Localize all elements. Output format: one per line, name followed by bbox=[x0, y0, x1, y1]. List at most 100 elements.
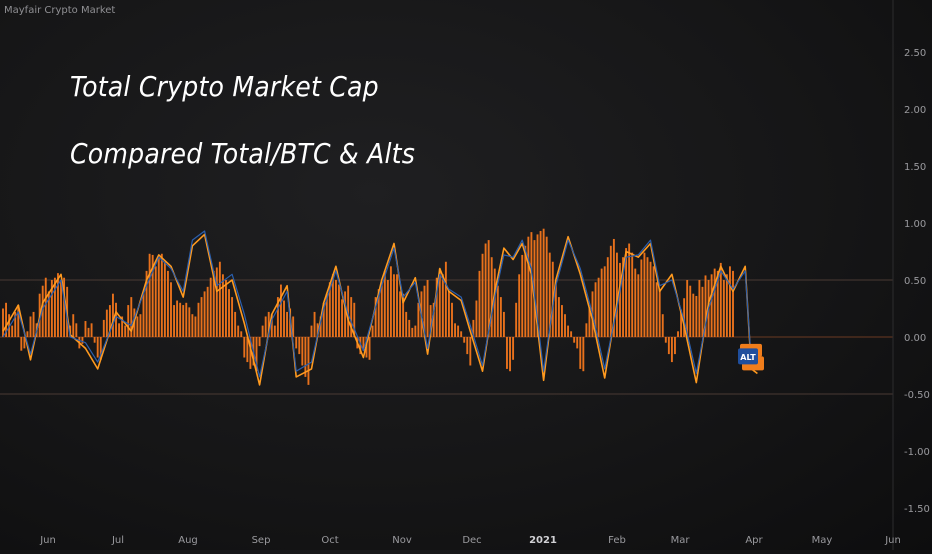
bar-144 bbox=[441, 274, 444, 337]
bar-226 bbox=[692, 293, 695, 337]
bar-34 bbox=[105, 309, 108, 337]
bar-176 bbox=[539, 230, 542, 337]
bar-234 bbox=[716, 270, 719, 337]
bar-221 bbox=[677, 331, 679, 337]
bar-31 bbox=[96, 337, 99, 358]
bar-173 bbox=[530, 232, 533, 337]
bar-205 bbox=[628, 243, 631, 337]
y-tick-label-4: 0.50 bbox=[904, 276, 926, 287]
bar-49 bbox=[151, 254, 154, 337]
bar-133 bbox=[408, 319, 411, 337]
bar-230 bbox=[704, 275, 707, 337]
bar-17 bbox=[53, 277, 56, 337]
bar-147 bbox=[451, 302, 453, 337]
x-tick-label-1: Jul bbox=[111, 535, 124, 546]
bar-236 bbox=[722, 280, 725, 337]
bar-19 bbox=[60, 280, 62, 337]
bar-129 bbox=[396, 274, 398, 337]
bar-88 bbox=[270, 314, 273, 337]
bar-27 bbox=[84, 321, 87, 337]
bar-174 bbox=[533, 240, 536, 337]
y-tick-label-0: 2.50 bbox=[904, 48, 926, 59]
bar-159 bbox=[487, 240, 490, 337]
bar-84 bbox=[258, 337, 261, 347]
bar-108 bbox=[331, 274, 334, 337]
x-tick-label-9: Mar bbox=[671, 535, 691, 546]
bar-3 bbox=[11, 325, 14, 337]
bar-76 bbox=[234, 311, 237, 337]
bar-61 bbox=[188, 307, 191, 337]
bar-7 bbox=[23, 337, 26, 349]
bar-80 bbox=[246, 337, 249, 363]
bar-223 bbox=[683, 298, 686, 337]
bar-160 bbox=[490, 257, 493, 337]
bar-67 bbox=[206, 286, 209, 337]
bar-199 bbox=[609, 245, 612, 337]
bar-45 bbox=[139, 314, 142, 337]
bar-91 bbox=[280, 284, 282, 337]
bar-162 bbox=[496, 285, 499, 337]
bar-111 bbox=[341, 299, 343, 337]
bar-54 bbox=[166, 270, 169, 337]
bar-210 bbox=[643, 252, 646, 337]
bar-36 bbox=[112, 293, 114, 337]
bar-62 bbox=[191, 314, 194, 337]
bar-79 bbox=[243, 337, 246, 358]
bar-81 bbox=[249, 337, 252, 369]
bar-86 bbox=[264, 316, 267, 337]
bar-213 bbox=[652, 266, 655, 337]
bar-39 bbox=[121, 316, 124, 337]
x-tick-label-10: Apr bbox=[745, 535, 763, 546]
bar-145 bbox=[444, 261, 447, 337]
bar-42 bbox=[130, 297, 133, 337]
bar-4 bbox=[14, 311, 17, 337]
bar-93 bbox=[286, 311, 289, 337]
bar-157 bbox=[481, 253, 484, 337]
bar-222 bbox=[680, 309, 683, 337]
bar-189 bbox=[579, 337, 582, 369]
y-tick-label-8: -1.50 bbox=[904, 504, 930, 515]
bar-32 bbox=[99, 337, 102, 360]
bar-154 bbox=[472, 319, 475, 337]
bar-165 bbox=[506, 337, 508, 369]
bar-59 bbox=[182, 305, 185, 337]
chart-title: Total Crypto Market Cap bbox=[70, 70, 379, 103]
bar-70 bbox=[215, 267, 218, 337]
bar-151 bbox=[463, 337, 466, 343]
bar-237 bbox=[725, 274, 728, 337]
bar-136 bbox=[417, 302, 420, 337]
bar-215 bbox=[658, 289, 661, 337]
bar-204 bbox=[625, 248, 628, 337]
bar-227 bbox=[695, 295, 698, 337]
bar-75 bbox=[231, 297, 234, 337]
bar-120 bbox=[368, 337, 371, 360]
bar-209 bbox=[640, 259, 643, 337]
bar-123 bbox=[377, 289, 380, 337]
bar-60 bbox=[185, 302, 188, 337]
end-tag-blue bbox=[738, 348, 758, 365]
bar-200 bbox=[612, 238, 615, 337]
bar-73 bbox=[225, 280, 227, 337]
bar-2 bbox=[8, 314, 11, 337]
bar-163 bbox=[499, 297, 502, 337]
x-tick-label-11: May bbox=[812, 535, 833, 546]
bar-152 bbox=[466, 337, 469, 355]
bar-139 bbox=[426, 280, 429, 337]
bar-48 bbox=[148, 253, 151, 337]
bar-29 bbox=[90, 323, 93, 337]
bar-87 bbox=[267, 311, 270, 337]
series-line-1 bbox=[2, 230, 758, 378]
watermark-label: Mayfair Crypto Market bbox=[4, 5, 116, 16]
bar-197 bbox=[603, 266, 606, 337]
x-tick-label-7: 2021 bbox=[529, 535, 557, 546]
bar-78 bbox=[240, 331, 243, 337]
bar-232 bbox=[710, 274, 713, 337]
x-tick-label-12: Jun bbox=[884, 535, 901, 546]
bar-153 bbox=[469, 337, 472, 366]
bar-187 bbox=[573, 337, 576, 343]
bar-40 bbox=[124, 325, 127, 337]
bar-167 bbox=[512, 337, 515, 360]
bar-130 bbox=[399, 291, 402, 337]
bar-195 bbox=[597, 277, 600, 337]
bar-57 bbox=[176, 300, 179, 337]
